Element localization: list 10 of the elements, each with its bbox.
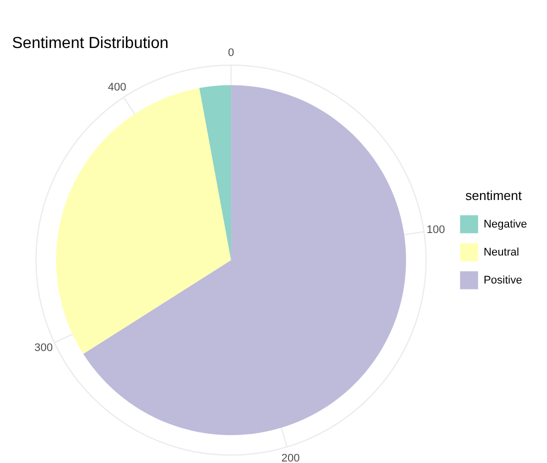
text: 400 xyxy=(108,81,126,94)
text: 100 xyxy=(426,224,446,236)
legend-label: Negative xyxy=(484,218,528,230)
legend-label: Positive xyxy=(484,274,522,286)
text: 0 xyxy=(228,47,234,60)
text: 200 xyxy=(281,452,300,463)
legend-label: Neutral xyxy=(484,246,520,258)
chart-title: Sentiment Distribution xyxy=(12,35,169,52)
legend-title: sentiment xyxy=(465,188,522,203)
text: 300 xyxy=(34,342,53,354)
